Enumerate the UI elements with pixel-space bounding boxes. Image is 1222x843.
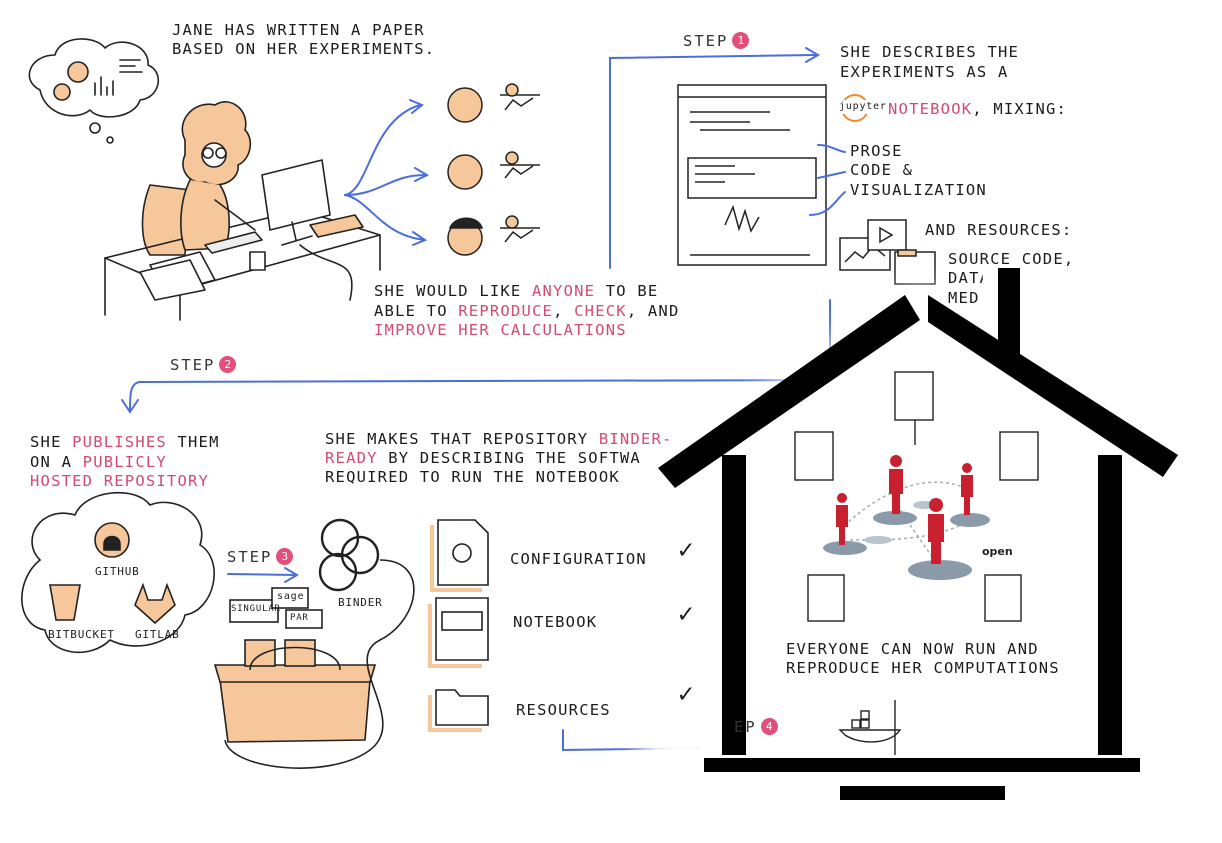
visualization-label: VISUALIZATION (850, 181, 987, 199)
intro-line-2: BASED ON HER EXPERIMENTS. (172, 40, 436, 58)
step1-line-2: EXPERIMENTS AS A (840, 63, 1009, 81)
platform-disc (823, 541, 867, 555)
step-4-label: EP 4 (734, 718, 778, 736)
platform-disc (950, 513, 990, 527)
intro-line-1: JANE HAS WRITTEN A PAPER (172, 21, 425, 39)
code-label: CODE & (850, 161, 914, 179)
media-label: MEDIA (948, 289, 1001, 307)
binder-ready-line-3: REQUIRED TO RUN THE NOTEBOOK (325, 468, 620, 486)
jupyter-logo (837, 94, 873, 122)
check-icon: ✓ (678, 535, 695, 565)
monitor (261, 159, 331, 231)
step-1-label: STEP 1 (683, 32, 750, 50)
resources-folder-icon (435, 689, 489, 726)
reviewers (447, 83, 540, 256)
check-icon: ✓ (678, 679, 695, 709)
source-code-label: SOURCE CODE, (948, 250, 1075, 268)
house-line-1: EVERYONE CAN NOW RUN AND (786, 640, 1039, 658)
house-wall-left (722, 455, 746, 755)
singular-label: SINGULAR (231, 604, 281, 614)
computation-notes (794, 371, 1039, 622)
house-chimney (998, 268, 1020, 358)
gitlab-icon (134, 582, 176, 625)
checklist-item-resources: RESOURCES (516, 701, 611, 719)
docker-icon (838, 700, 902, 755)
resources-label: AND RESOURCES: (925, 221, 1073, 239)
house-floor (704, 758, 1140, 772)
checklist-icons (428, 519, 489, 732)
binder-label: BINDER (338, 596, 383, 609)
jupyter-wordmark: jupyter (839, 101, 887, 112)
step2-line-1: SHE PUBLISHES THEM (30, 433, 220, 451)
step-3-label: STEP 3 (227, 548, 294, 566)
reviewer-head (447, 154, 483, 190)
house-line-2: REPRODUCE HER COMPUTATIONS (786, 659, 1060, 677)
resources-icons (839, 219, 936, 285)
keyboard (204, 231, 263, 254)
gitlab-label: GITLAB (135, 628, 180, 641)
bitbucket-icon (49, 584, 81, 621)
binder-ready-line-1: SHE MAKES THAT REPOSITORY BINDER- (325, 430, 673, 448)
reproduce-line-3: IMPROVE HER CALCULATIONS (374, 321, 627, 339)
data-label: DATA, (948, 269, 1001, 287)
gear-icon (67, 61, 89, 83)
bitbucket-label: BITBUCKET (48, 628, 115, 641)
review-arrows (344, 99, 430, 246)
step1-connector (609, 47, 820, 269)
pari-label: PAR (290, 613, 309, 623)
platform-disc (908, 560, 972, 580)
step1-line-1: SHE DESCRIBES THE (840, 43, 1020, 61)
prose-label: PROSE (850, 142, 903, 160)
person-figure (962, 463, 972, 473)
mug (249, 251, 266, 271)
person-figure (929, 498, 943, 512)
github-label: GITHUB (95, 565, 140, 578)
notebook-pointers (809, 144, 846, 216)
reproduce-line-1: SHE WOULD LIKE ANYONE TO BE (374, 282, 659, 300)
platform-disc (873, 511, 917, 525)
step2-line-2: ON A PUBLICLY (30, 453, 167, 471)
binder-ready-line-2: READY BY DESCRIBING THE SOFTWA (325, 449, 641, 467)
check-icon: ✓ (678, 599, 695, 629)
step1-notebook-line: NOTEBOOK, MIXING: (888, 100, 1068, 118)
open-label: open (982, 545, 1013, 558)
sage-label: sage (277, 591, 305, 602)
house-roof-right (928, 295, 1178, 477)
step-2-label: STEP 2 (170, 356, 237, 374)
step2-line-3: HOSTED REPOSITORY (30, 472, 210, 490)
reviewer-head (447, 87, 483, 123)
house-wall-right (1098, 455, 1122, 755)
checklist-item-configuration: CONFIGURATION (510, 550, 647, 568)
checklist-item-notebook: NOTEBOOK (513, 613, 598, 631)
reproduce-line-2: ABLE TO REPRODUCE, CHECK, AND (374, 302, 680, 320)
jane-desk-illustration (28, 38, 381, 321)
notebook-window (677, 84, 827, 266)
house-base (840, 786, 1005, 800)
config-file-icon (437, 519, 489, 586)
repository-cloud (21, 491, 215, 654)
house-overlay (640, 268, 1190, 800)
people-network (823, 455, 990, 580)
person-figure (890, 455, 902, 467)
person-figure (837, 493, 847, 503)
step2-connector (121, 299, 831, 414)
thought-cloud (28, 38, 160, 118)
house-roof-left (658, 295, 920, 488)
step3-arrow (227, 567, 299, 583)
toolbox (213, 559, 415, 769)
chair (141, 184, 191, 256)
binder-logo (318, 518, 380, 592)
